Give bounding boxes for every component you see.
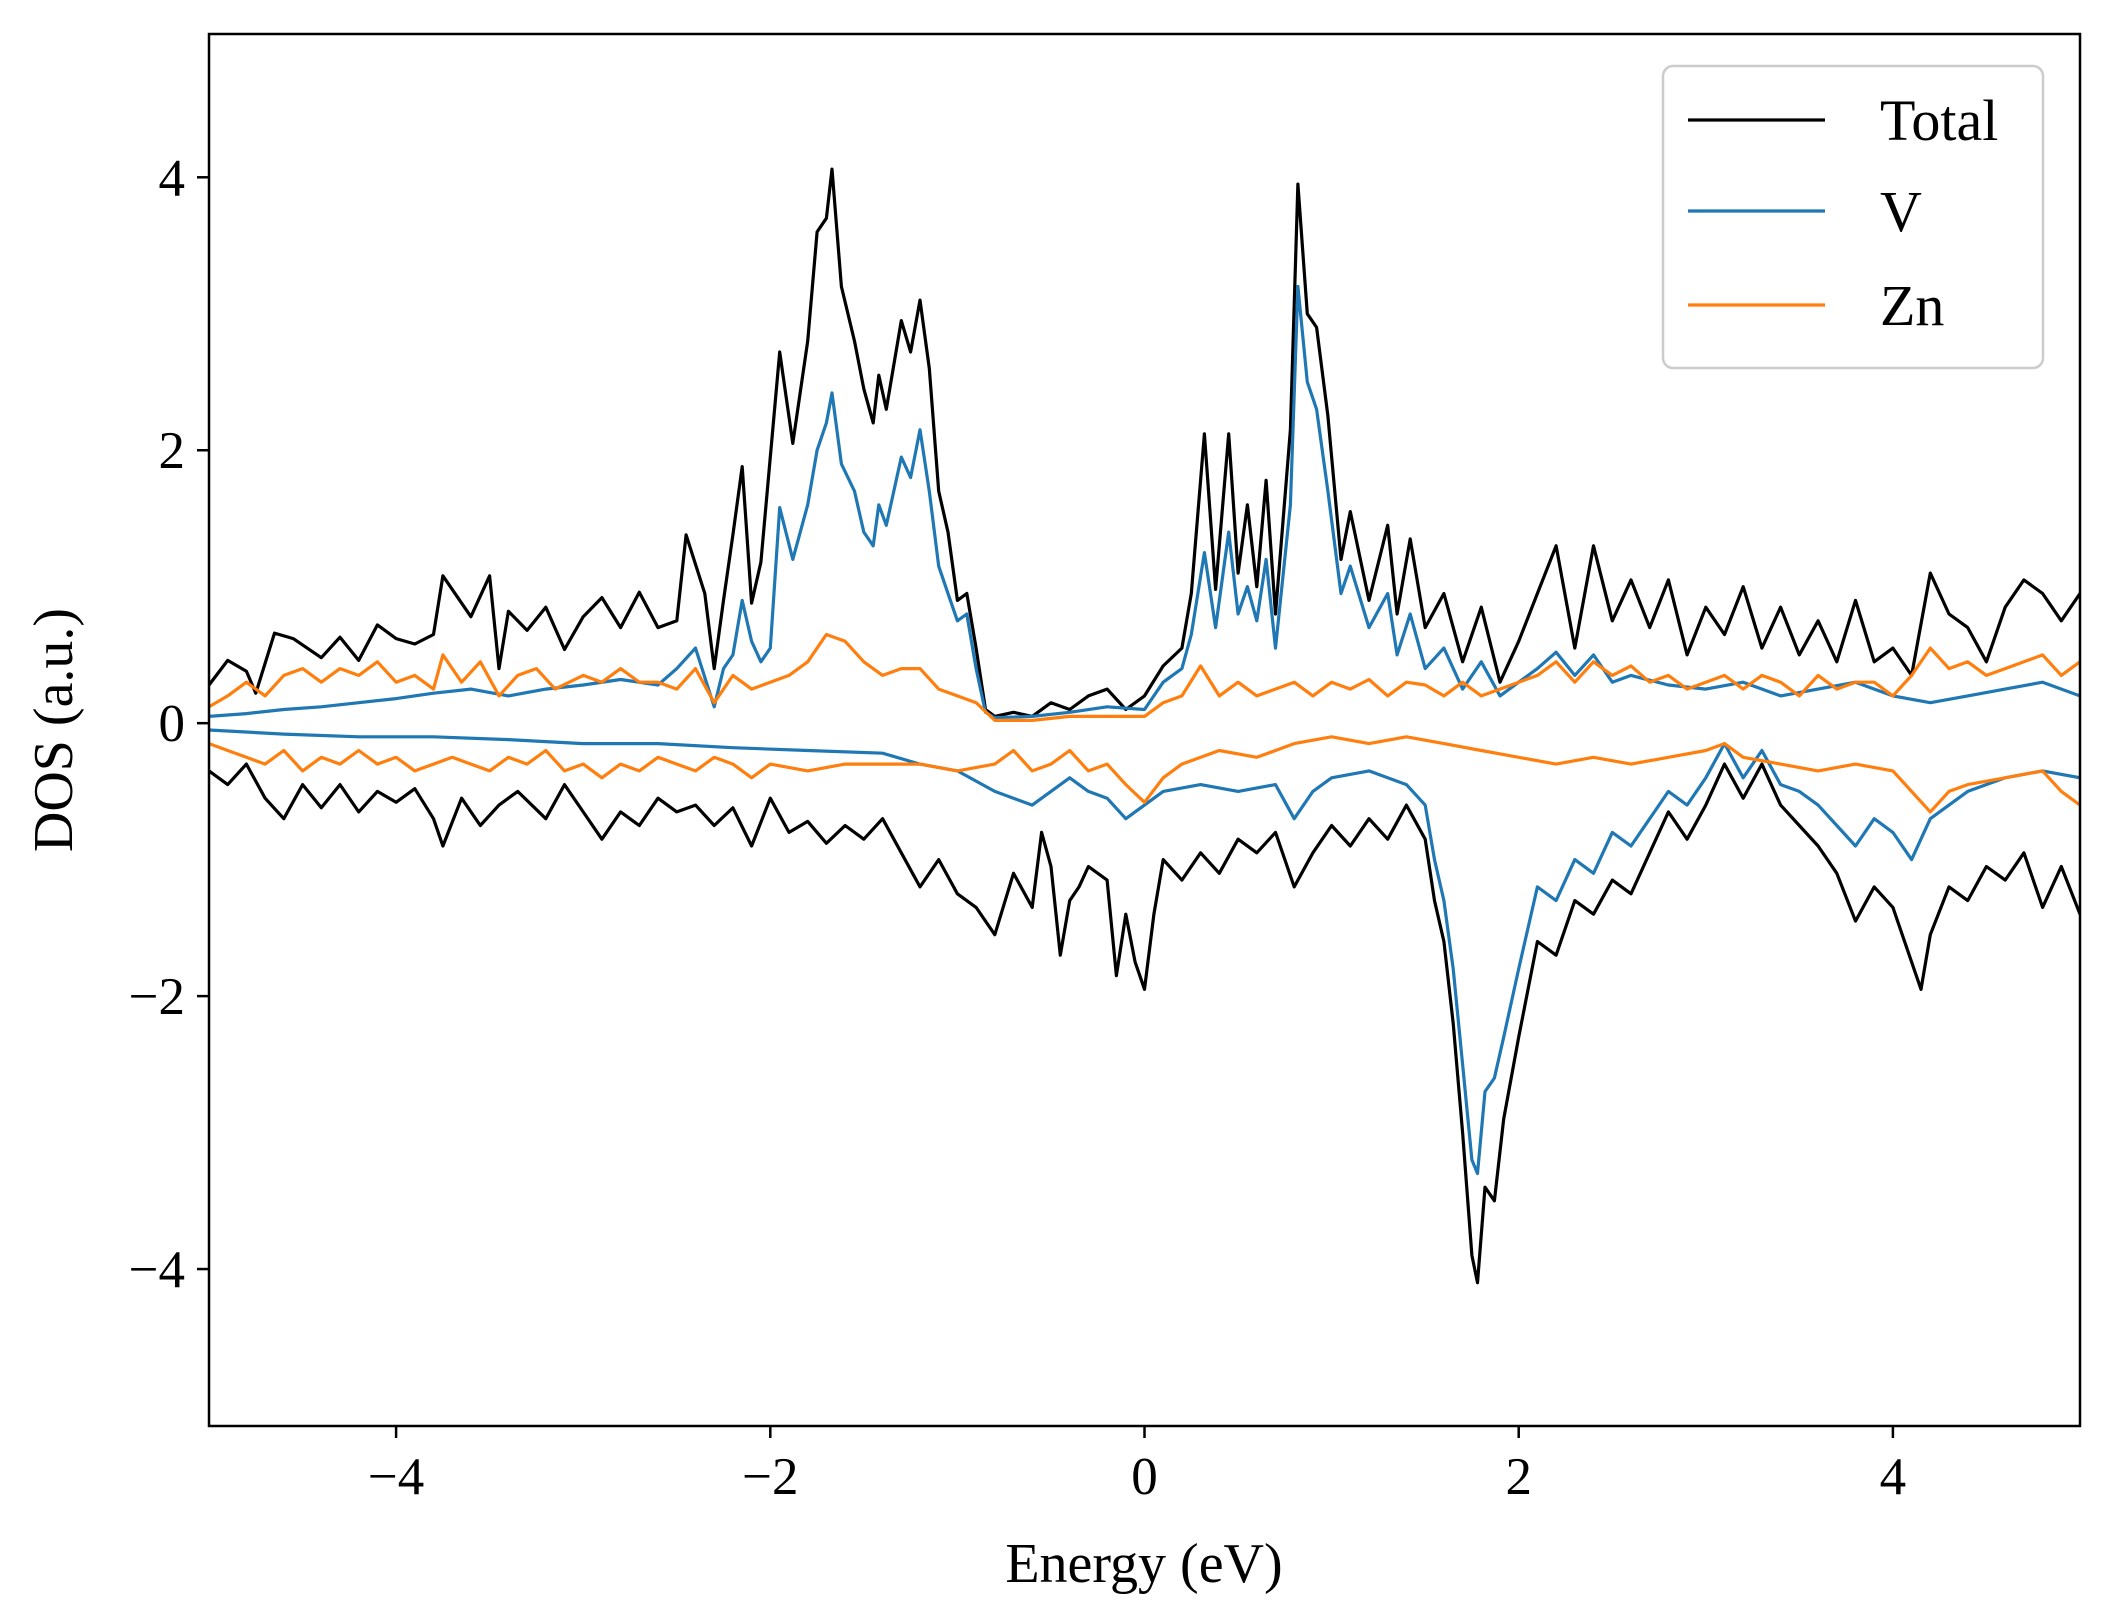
legend-label-total: Total	[1880, 88, 1998, 153]
x-tick-label: −4	[368, 1448, 424, 1506]
legend-label-v: V	[1880, 179, 1922, 244]
y-tick-label: 2	[159, 422, 186, 480]
x-tick-label: 2	[1505, 1448, 1532, 1506]
x-tick-label: −2	[742, 1448, 798, 1506]
x-tick-label: 4	[1880, 1448, 1907, 1506]
legend-frame	[1661, 64, 2045, 370]
x-axis-ticks: −4 −2 0 2 4	[368, 1426, 1906, 1506]
legend: Total V Zn	[1661, 64, 2045, 370]
y-tick-label: 4	[159, 149, 186, 207]
plot-frame	[207, 32, 2082, 1428]
x-axis-label: Energy (eV)	[1005, 1533, 1282, 1595]
y-tick-label: 0	[159, 695, 186, 753]
y-axis-label: DOS (a.u.)	[23, 608, 85, 852]
x-tick-label: 0	[1131, 1448, 1158, 1506]
series-line-total-spin-down	[209, 762, 2080, 1285]
legend-label-zn: Zn	[1880, 273, 1944, 338]
y-axis-ticks: −4 −2 0 2 4	[129, 149, 209, 1299]
y-tick-label: −4	[129, 1241, 185, 1299]
series-line-zn-spin-up	[209, 632, 2080, 722]
y-tick-label: −2	[129, 968, 185, 1026]
series-line-total-spin-up	[209, 167, 2080, 718]
series-line-zn-spin-down	[209, 735, 2080, 814]
series-line-v-spin-up	[209, 284, 2080, 720]
series-layer	[209, 167, 2080, 1285]
